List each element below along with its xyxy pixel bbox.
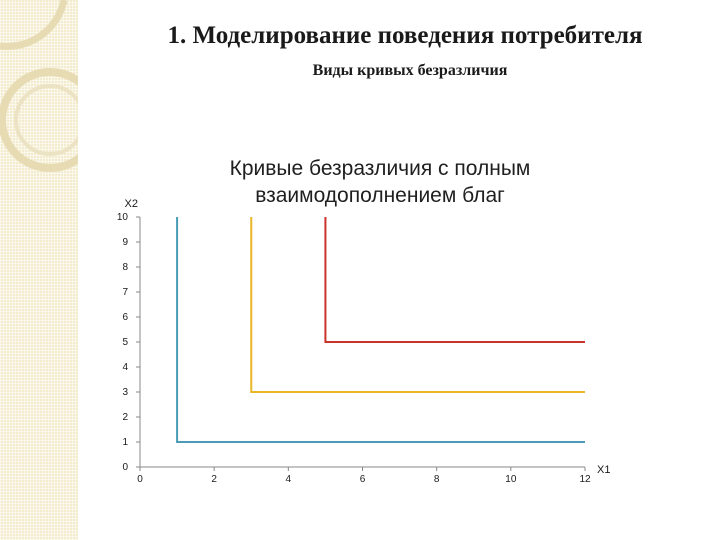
indifference-curve-3 bbox=[324, 217, 585, 343]
chart-title: Кривые безразличия с полным взаимодополн… bbox=[229, 157, 531, 207]
x-tick-label: 2 bbox=[211, 474, 217, 485]
decorative-side-panel bbox=[0, 0, 78, 540]
x-axis-label: X1 bbox=[597, 464, 610, 476]
x-tick-label: 4 bbox=[286, 474, 292, 485]
y-tick-label: 5 bbox=[122, 337, 128, 348]
slide-title: 1. Моделирование поведения потребителя bbox=[167, 22, 643, 49]
slide-subtitle: Виды кривых безразличия bbox=[312, 62, 508, 79]
y-tick-label: 3 bbox=[122, 387, 128, 398]
y-tick-label: 0 bbox=[122, 462, 128, 473]
decorative-rings-icon bbox=[0, 0, 78, 172]
y-tick-label: 7 bbox=[122, 287, 128, 298]
y-tick-label: 10 bbox=[117, 212, 129, 223]
y-tick-label: 8 bbox=[122, 262, 128, 273]
x-tick-label: 12 bbox=[579, 474, 591, 485]
x-tick-label: 8 bbox=[434, 474, 440, 485]
y-tick-label: 6 bbox=[122, 312, 128, 323]
indifference-curve-1 bbox=[176, 217, 585, 443]
y-tick-label: 2 bbox=[122, 412, 128, 423]
y-tick-label: 4 bbox=[122, 362, 128, 373]
x-tick-label: 0 bbox=[137, 474, 143, 485]
y-tick-label: 1 bbox=[122, 437, 128, 448]
y-axis-label: X2 bbox=[125, 198, 138, 210]
x-tick-label: 10 bbox=[505, 474, 517, 485]
indifference-curve-2 bbox=[250, 217, 585, 393]
y-tick-label: 9 bbox=[122, 237, 128, 248]
x-tick-label: 6 bbox=[360, 474, 366, 485]
